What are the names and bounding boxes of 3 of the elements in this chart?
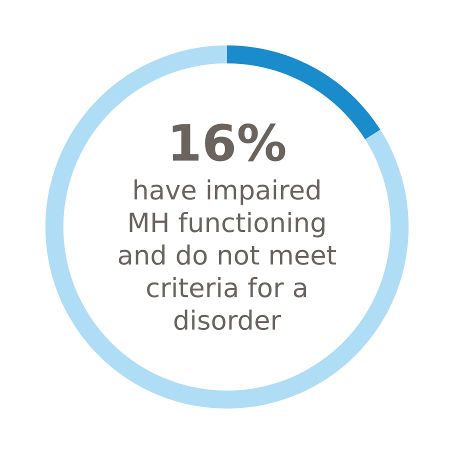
donut-slice: [45, 45, 409, 409]
text: 16%: [172, 124, 286, 162]
text: have impaired MH functioning and do not meet criteria for a disorder: [118, 179, 336, 330]
